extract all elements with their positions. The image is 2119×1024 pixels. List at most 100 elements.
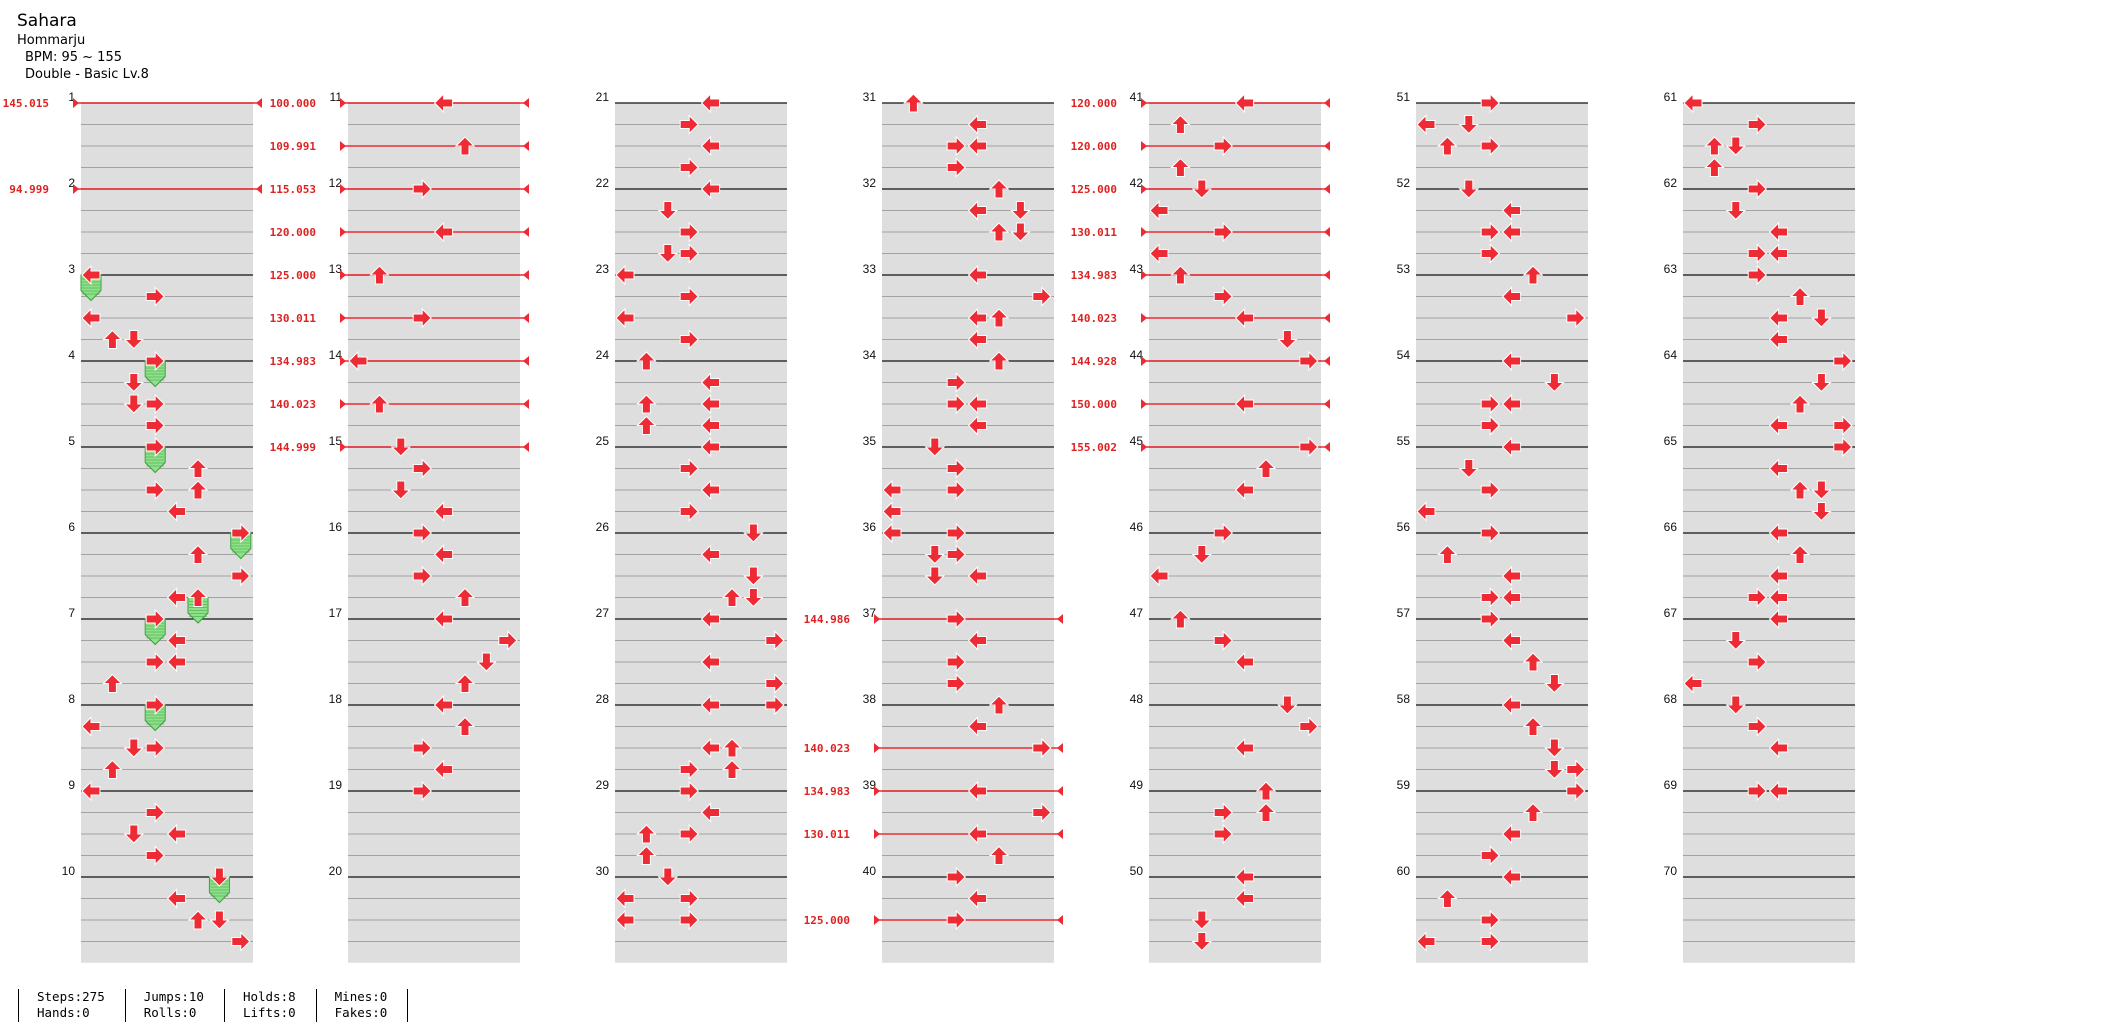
up-arrow xyxy=(924,437,946,457)
right-arrow xyxy=(679,909,699,931)
right-arrow xyxy=(145,608,165,630)
beat-band xyxy=(348,253,520,275)
beat-band xyxy=(882,748,1054,770)
beat-band xyxy=(882,576,1054,598)
beat-band xyxy=(615,769,787,791)
beat-band xyxy=(882,683,1054,705)
step-chart: 1234567891011121314151617181920212223242… xyxy=(3,90,1855,963)
beat-band xyxy=(615,705,787,727)
stats-block-holds: Holds:8 Lifts:0 xyxy=(223,989,316,1022)
right-arrow xyxy=(1480,845,1500,866)
right-arrow xyxy=(679,114,699,135)
beat-band xyxy=(81,339,253,361)
beat-band xyxy=(1416,855,1588,877)
beat-band xyxy=(882,103,1054,125)
beat-band xyxy=(1149,275,1321,297)
stat-fakes: Fakes:0 xyxy=(334,1005,388,1020)
beat-band xyxy=(1416,146,1588,168)
measure-number: 16 xyxy=(329,520,343,534)
right-arrow xyxy=(765,694,785,716)
measure-number: 29 xyxy=(596,778,610,792)
right-arrow xyxy=(145,479,165,501)
chart-column: 21 22 23 24 25 26 27 28 29 30 xyxy=(596,90,787,963)
chart-column: 31 32 33 34 35 36 37 38 39 40 xyxy=(863,90,1054,963)
bpm-label: 144.999 xyxy=(270,441,316,454)
up-arrow xyxy=(1458,459,1480,479)
beat-band xyxy=(81,619,253,641)
down-arrow xyxy=(1522,716,1544,736)
left-arrow xyxy=(1501,221,1522,243)
left-arrow xyxy=(433,608,454,630)
up-arrow xyxy=(1544,738,1565,758)
measure-number: 4 xyxy=(68,348,75,362)
left-arrow xyxy=(1149,243,1169,264)
measure-number: 36 xyxy=(863,520,877,534)
left-arrow xyxy=(882,479,902,501)
right-arrow xyxy=(231,931,251,952)
beat-band xyxy=(81,791,253,813)
bpm-marker-left xyxy=(340,141,346,151)
measure-number: 41 xyxy=(1130,90,1144,104)
beat-band xyxy=(615,404,787,426)
up-arrow xyxy=(1544,674,1565,694)
beat-band xyxy=(882,619,1054,641)
right-arrow xyxy=(498,630,518,651)
beat-band xyxy=(615,468,787,490)
beat-band xyxy=(348,146,520,168)
measure-number: 63 xyxy=(1664,262,1678,276)
measure-number: 9 xyxy=(68,778,75,792)
bpm-change: 155.002 xyxy=(1071,441,1330,454)
down-arrow xyxy=(102,673,123,693)
beat-band xyxy=(1416,167,1588,189)
right-arrow xyxy=(1480,909,1500,931)
beat-band xyxy=(81,124,253,146)
left-arrow xyxy=(1768,522,1789,544)
right-arrow xyxy=(1480,135,1500,157)
beat-band xyxy=(882,382,1054,404)
right-arrow xyxy=(679,329,699,350)
beat-band xyxy=(348,855,520,877)
measure-number: 6 xyxy=(68,520,75,534)
left-arrow xyxy=(81,780,101,802)
beat-band xyxy=(348,275,520,297)
up-arrow xyxy=(1191,545,1213,565)
measure-number: 54 xyxy=(1397,348,1411,362)
left-arrow xyxy=(967,114,988,135)
beat-band xyxy=(81,597,253,619)
down-arrow xyxy=(1437,136,1458,156)
stats-block-jumps: Jumps:10 Rolls:0 xyxy=(124,989,224,1022)
beat-band xyxy=(1683,683,1855,705)
bpm-label: 130.011 xyxy=(1071,226,1118,239)
right-arrow xyxy=(1747,114,1767,135)
right-arrow xyxy=(946,479,966,501)
beat-band xyxy=(81,834,253,856)
beat-band xyxy=(81,683,253,705)
beat-band xyxy=(1149,103,1321,125)
left-arrow xyxy=(1501,393,1522,415)
up-arrow xyxy=(476,652,497,672)
measure-number: 58 xyxy=(1397,692,1411,706)
beat-band xyxy=(1683,167,1855,189)
bpm-marker-left xyxy=(340,270,346,280)
beat-band xyxy=(348,920,520,942)
bpm-marker-right xyxy=(523,356,529,366)
beat-band xyxy=(615,554,787,576)
beat-band xyxy=(81,210,253,232)
down-arrow xyxy=(1170,114,1191,134)
left-arrow xyxy=(882,501,902,522)
left-arrow xyxy=(700,393,721,415)
bpm-marker-left xyxy=(340,227,346,237)
measure-number: 60 xyxy=(1397,864,1411,878)
bpm-label: 120.000 xyxy=(1071,97,1117,110)
measure-number: 51 xyxy=(1397,90,1411,104)
measure-number: 34 xyxy=(863,348,877,362)
bpm-label: 109.991 xyxy=(270,140,317,153)
left-arrow xyxy=(1768,565,1789,587)
beat-band xyxy=(615,834,787,856)
up-arrow xyxy=(657,201,679,221)
left-arrow xyxy=(615,888,635,909)
beat-band xyxy=(615,898,787,920)
left-arrow xyxy=(700,436,721,458)
beat-band xyxy=(615,253,787,275)
down-arrow xyxy=(988,695,1010,715)
